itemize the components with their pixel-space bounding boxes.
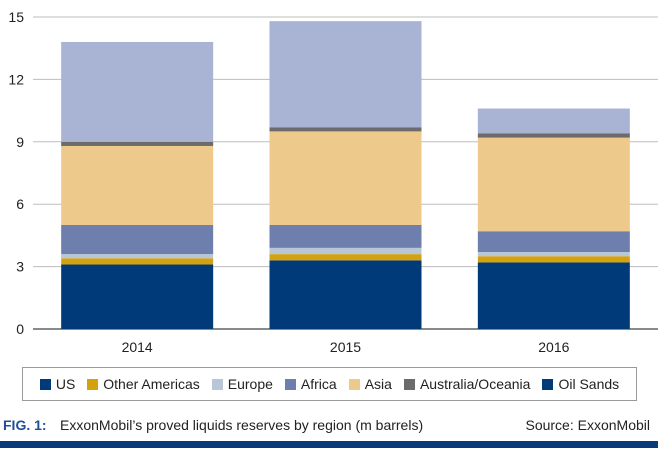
legend-label-oil-sands: Oil Sands — [558, 376, 620, 392]
bar-segment-other-americas-2014 — [61, 258, 214, 265]
bar-segment-oil-sands-2014 — [61, 41, 214, 142]
legend-item-africa: Africa — [284, 376, 337, 392]
legend-label-us: US — [55, 376, 76, 392]
legend-item-us: US — [39, 376, 76, 392]
legend-item-asia: Asia — [348, 376, 392, 392]
figure-number: FIG. 1: — [3, 417, 47, 433]
legend-swatch-europe — [211, 378, 223, 390]
stacked-bar-chart: 0 3 6 9 12 15 2014 2015 2016 — [8, 9, 658, 355]
legend-label-asia: Asia — [364, 376, 392, 392]
bar-segment-asia-2016 — [477, 137, 630, 232]
y-tick-label: 3 — [16, 259, 24, 275]
bar-segment-other-americas-2016 — [477, 256, 630, 263]
legend-label-africa: Africa — [300, 376, 337, 392]
bar-segment-australia-oceania-2014 — [61, 141, 214, 146]
legend-item-australia-oceania: Australia/Oceania — [403, 376, 531, 392]
bar-segment-oil-sands-2016 — [477, 108, 630, 134]
y-tick-label: 0 — [16, 321, 24, 337]
bar-segment-us-2015 — [269, 260, 422, 329]
chart-legend: US Other Americas Europe Africa Asia Aus… — [22, 367, 637, 401]
figure-title: ExxonMobil’s proved liquids reserves by … — [60, 417, 424, 433]
bar-segment-australia-oceania-2016 — [477, 133, 630, 138]
bar-segment-africa-2014 — [61, 225, 214, 255]
bar-segment-us-2014 — [61, 264, 214, 329]
bar-segment-asia-2014 — [61, 145, 214, 225]
figure-source: Source: ExxonMobil — [525, 417, 650, 433]
legend-label-australia-oceania: Australia/Oceania — [419, 376, 531, 392]
legend-swatch-oil-sands — [542, 378, 554, 390]
bar-segment-us-2016 — [477, 262, 630, 329]
legend-swatch-africa — [284, 378, 296, 390]
bar-segment-oil-sands-2015 — [269, 21, 422, 128]
bar-segment-africa-2016 — [477, 231, 630, 253]
legend-swatch-other-americas — [87, 378, 99, 390]
legend-swatch-australia-oceania — [403, 378, 415, 390]
legend-item-oil-sands: Oil Sands — [542, 376, 619, 392]
legend-item-europe: Europe — [211, 376, 273, 392]
y-tick-label: 9 — [16, 134, 24, 150]
bar-segment-europe-2015 — [269, 247, 422, 255]
x-tick-label: 2015 — [330, 339, 361, 355]
bar-segment-australia-oceania-2015 — [269, 127, 422, 132]
x-tick-label: 2014 — [122, 339, 153, 355]
x-tick-label: 2016 — [538, 339, 569, 355]
bar-segment-africa-2015 — [269, 225, 422, 248]
legend-swatch-us — [39, 378, 51, 390]
bar-segment-other-americas-2015 — [269, 254, 422, 261]
legend-label-europe: Europe — [227, 376, 273, 392]
y-tick-label: 6 — [16, 196, 24, 212]
y-tick-label: 15 — [8, 9, 24, 25]
legend-swatch-asia — [348, 378, 360, 390]
legend-label-other-americas: Other Americas — [103, 376, 200, 392]
bar-segment-asia-2015 — [269, 131, 422, 225]
legend-item-other-americas: Other Americas — [87, 376, 200, 392]
bottom-rule — [0, 441, 658, 448]
bar-segment-europe-2014 — [61, 254, 214, 259]
figure-caption: FIG. 1: ExxonMobil’s proved liquids rese… — [0, 417, 658, 439]
bar-segment-europe-2016 — [477, 252, 630, 257]
y-tick-label: 12 — [8, 71, 24, 87]
